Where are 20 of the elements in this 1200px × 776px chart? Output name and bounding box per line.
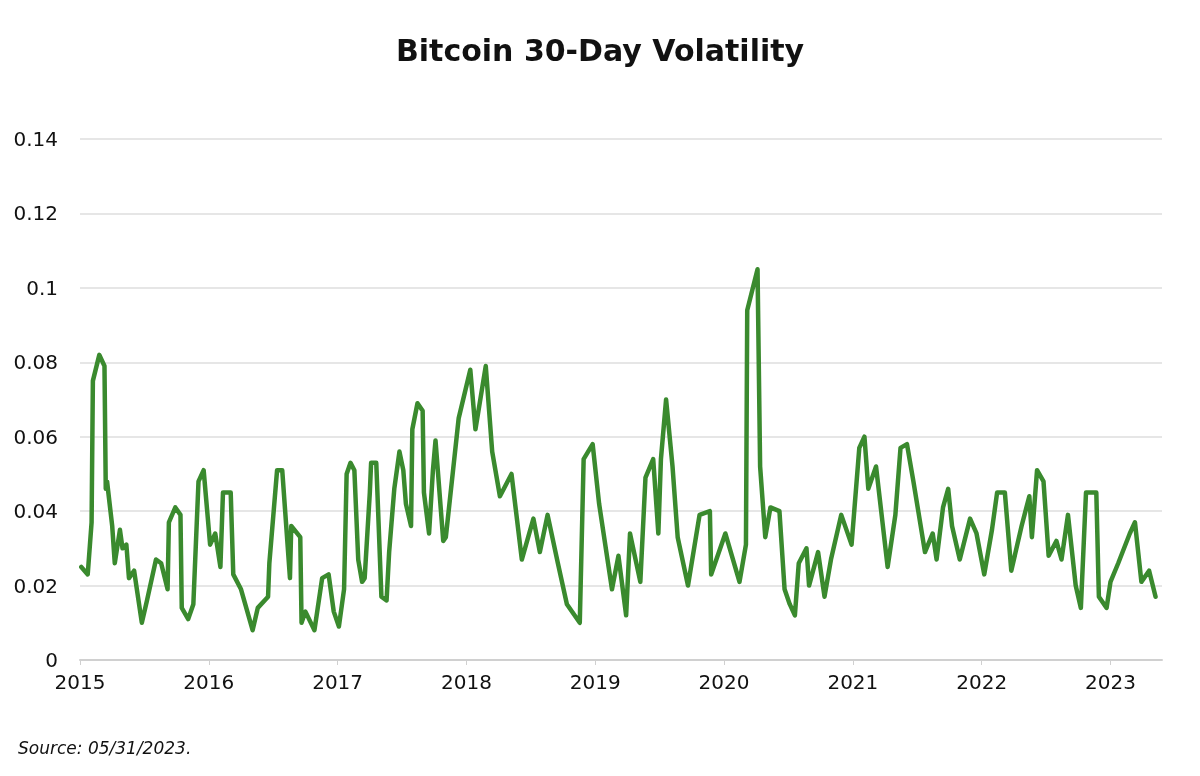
x-tick-label: 2016: [183, 670, 235, 694]
line-series: [79, 267, 1158, 633]
x-tick-label: 2019: [569, 670, 621, 694]
y-tick-label: 0.14: [13, 127, 58, 151]
y-tick-label: 0.04: [13, 499, 58, 524]
x-tick-label: 2021: [827, 670, 879, 694]
x-tick-label: 2018: [440, 670, 492, 694]
source-note: Source: 05/31/2023.: [18, 737, 192, 758]
x-tick-label: 2015: [54, 670, 106, 694]
y-tick-label: 0: [45, 648, 58, 672]
x-tick-label: 2022: [956, 670, 1008, 694]
chart-title: Bitcoin 30-Day Volatility: [395, 32, 805, 68]
y-tick-label: 0.08: [13, 350, 58, 375]
y-tick-label: 0.02: [13, 573, 58, 598]
y-tick-label: 0.12: [13, 201, 58, 226]
x-tick-label: 2017: [312, 670, 364, 694]
y-tick-label: 0.1: [26, 275, 58, 300]
x-tick-label: 2020: [698, 670, 750, 694]
y-tick-label: 0.06: [13, 424, 58, 449]
x-tick-label: 2023: [1085, 670, 1136, 694]
